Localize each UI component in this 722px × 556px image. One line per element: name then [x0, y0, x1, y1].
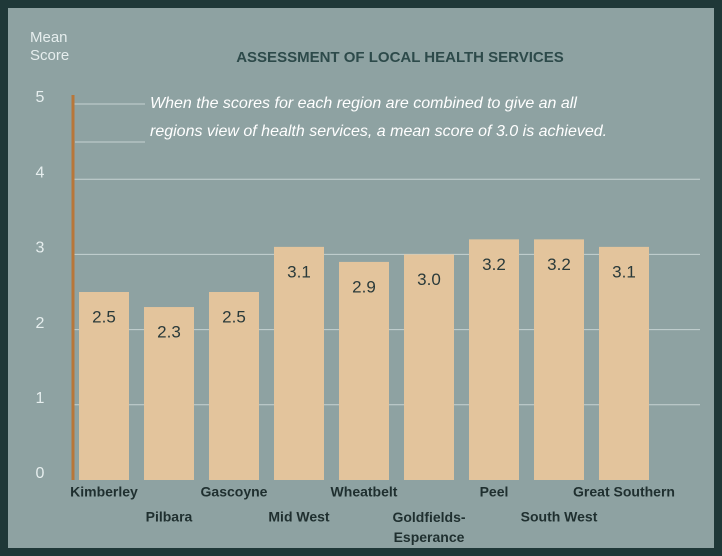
- bar: [469, 239, 519, 480]
- value-label: 3.0: [417, 270, 441, 289]
- value-label: 2.9: [352, 277, 376, 296]
- bar: [209, 292, 259, 480]
- x-tick-label: Mid West: [268, 509, 330, 525]
- y-axis-label: Mean Score: [30, 29, 69, 64]
- x-tick-label: Goldfields-Esperance: [392, 509, 465, 545]
- annotation: When the scores for each region are comb…: [150, 95, 607, 140]
- y-tick-label: 4: [36, 164, 45, 181]
- y-tick-label: 2: [36, 315, 45, 332]
- value-label: 2.5: [222, 307, 246, 326]
- y-tick-label: 5: [36, 89, 45, 106]
- value-label: 3.2: [482, 255, 506, 274]
- value-label: 2.3: [157, 323, 181, 342]
- y-tick-label: 0: [36, 465, 45, 482]
- x-tick-label: Wheatbelt: [331, 484, 398, 500]
- y-tick-label: 3: [36, 240, 45, 257]
- y-tick-label: 1: [36, 390, 45, 407]
- bar: [339, 261, 389, 480]
- chart-title: ASSESSMENT OF LOCAL HEALTH SERVICES: [236, 49, 564, 66]
- x-tick-label: Peel: [480, 484, 509, 500]
- value-label: 3.1: [612, 262, 636, 281]
- bar: [274, 246, 324, 480]
- bar: [534, 239, 584, 480]
- bar: [79, 292, 129, 480]
- x-tick-label: Gascoyne: [201, 484, 268, 500]
- x-tick-label: Great Southern: [573, 484, 675, 500]
- x-tick-label: South West: [521, 509, 598, 525]
- bar: [404, 254, 454, 480]
- bar: [144, 307, 194, 480]
- x-tick-label: Kimberley: [70, 484, 138, 500]
- value-label: 3.1: [287, 262, 311, 281]
- value-label: 2.5: [92, 307, 116, 326]
- x-tick-label: Pilbara: [146, 509, 193, 525]
- bar: [599, 246, 649, 480]
- value-label: 3.2: [547, 255, 571, 274]
